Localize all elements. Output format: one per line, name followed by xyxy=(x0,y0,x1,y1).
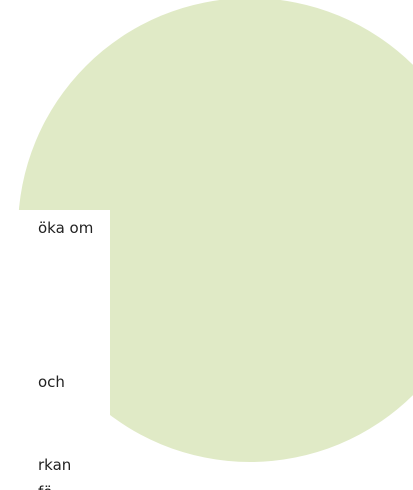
decorative-circle xyxy=(18,0,413,462)
text-fragments: öka om och rkan fö xyxy=(38,219,93,490)
text-fragment: rkan xyxy=(38,456,71,474)
text-panel xyxy=(0,210,110,490)
text-fragment: och xyxy=(38,373,65,391)
text-fragment: öka om xyxy=(38,219,93,237)
text-fragment: fö xyxy=(38,483,52,490)
